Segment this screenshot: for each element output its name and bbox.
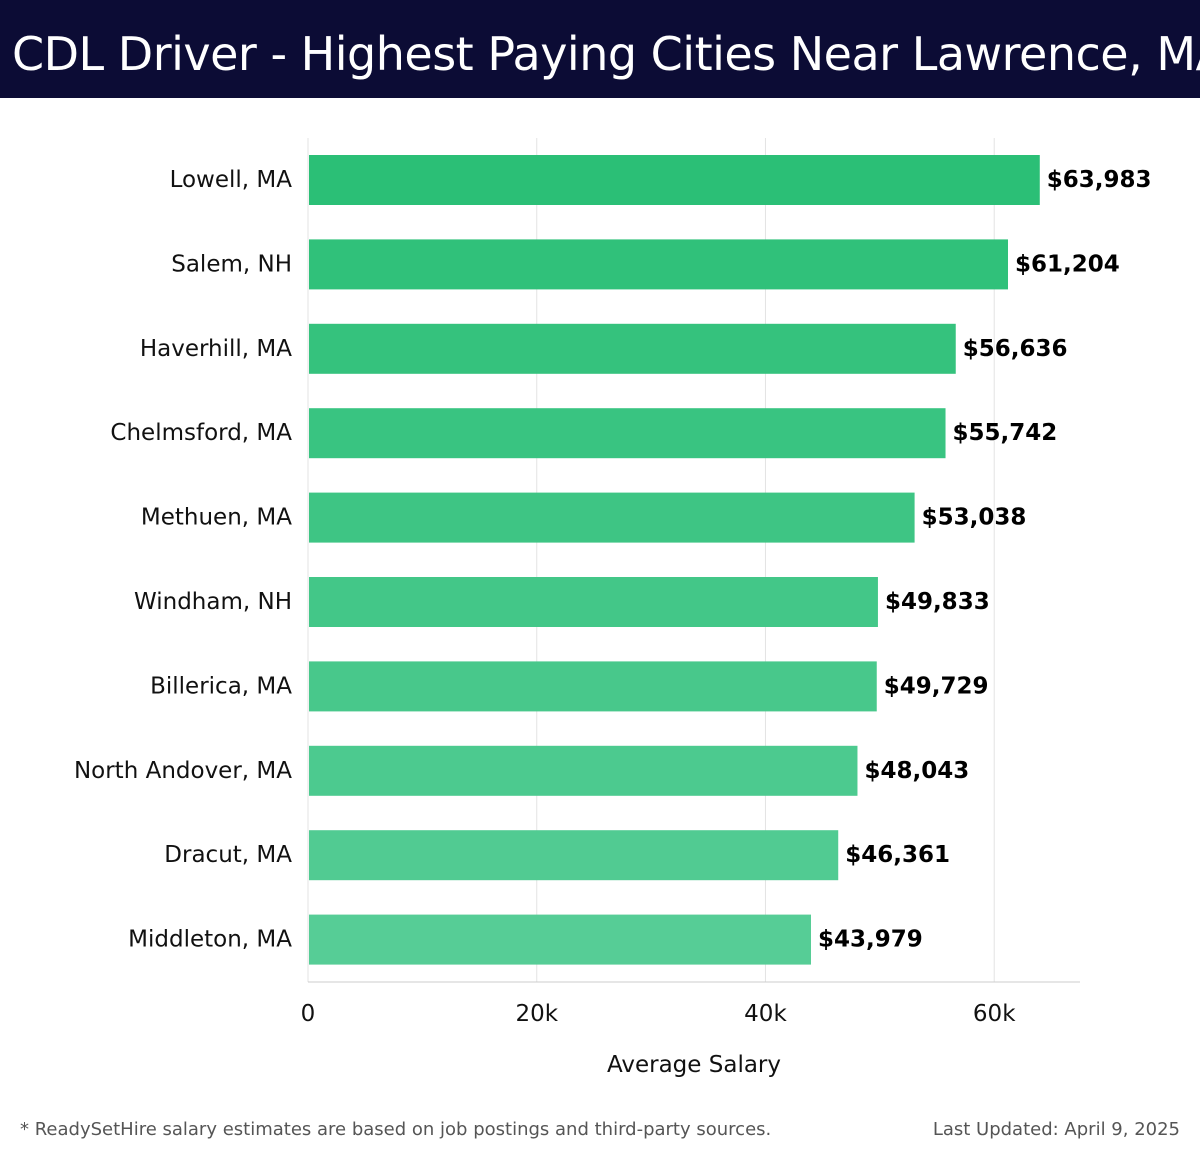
bar [309, 492, 915, 543]
x-tick-label: 20k [515, 1001, 558, 1027]
category-label: Salem, NH [171, 251, 292, 277]
value-label: $63,983 [1047, 167, 1152, 193]
x-tick-label: 60k [973, 1001, 1016, 1027]
value-label: $49,729 [884, 673, 989, 699]
value-label: $53,038 [922, 505, 1027, 531]
x-tick-label: 40k [744, 1001, 787, 1027]
category-label: Haverhill, MA [140, 336, 292, 362]
footer-note: * ReadySetHire salary estimates are base… [20, 1119, 772, 1140]
value-label: $49,833 [885, 589, 990, 615]
bar [309, 408, 946, 459]
category-label: North Andover, MA [74, 758, 292, 784]
value-label: $43,979 [818, 927, 923, 953]
category-label: Dracut, MA [164, 842, 292, 868]
value-label: $56,636 [963, 336, 1068, 362]
category-label: Windham, NH [134, 589, 292, 615]
value-label: $55,742 [953, 420, 1058, 446]
bar [309, 661, 877, 712]
bar [309, 239, 1008, 290]
x-tick-label: 0 [301, 1001, 316, 1027]
value-label: $48,043 [864, 758, 969, 784]
x-axis-title: Average Salary [607, 1052, 781, 1078]
bar [309, 745, 858, 796]
value-label: $61,204 [1015, 251, 1120, 277]
bar [309, 155, 1040, 205]
bar-chart: Lowell, MA $63,983 Salem, NH $61,204 Haverhi… [74, 138, 1152, 1078]
bar [309, 577, 878, 627]
category-label: Lowell, MA [170, 167, 293, 193]
category-label: Billerica, MA [150, 673, 292, 699]
bar [309, 914, 811, 965]
title-banner: CDL Driver - Highest Paying Cities Near … [0, 0, 1200, 98]
category-label: Chelmsford, MA [110, 420, 292, 446]
value-label: $46,361 [845, 842, 950, 868]
bar [309, 323, 956, 374]
bar [309, 830, 839, 881]
category-label: Methuen, MA [141, 505, 292, 531]
category-label: Middleton, MA [128, 927, 292, 953]
chart-title: CDL Driver - Highest Paying Cities Near … [12, 27, 1200, 81]
last-updated: Last Updated: April 9, 2025 [932, 1119, 1180, 1140]
